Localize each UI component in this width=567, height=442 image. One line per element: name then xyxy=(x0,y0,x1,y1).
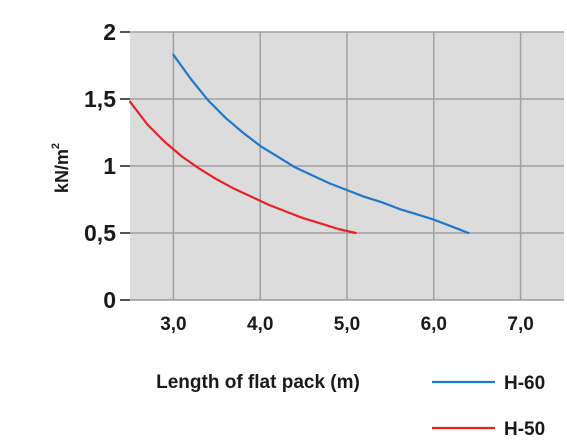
x-tick-label-4: 7,0 xyxy=(507,314,533,335)
axes xyxy=(120,31,564,301)
grid xyxy=(130,31,564,300)
series-line-h-60 xyxy=(172,53,470,235)
legend: H-60 H-50 xyxy=(432,373,545,440)
legend-label-h-50: H-50 xyxy=(504,419,545,440)
y-axis-title-text: kN/m xyxy=(52,149,72,193)
x-tick-label-3: 6,0 xyxy=(421,314,447,335)
x-tick-label-0: 3,0 xyxy=(160,314,186,335)
y-tick-label-0: 0 xyxy=(103,287,116,313)
y-tick-label-4: 2 xyxy=(103,19,116,45)
legend-label-h-60: H-60 xyxy=(504,373,545,394)
y-axis-title-superscript: 2 xyxy=(50,143,62,149)
series-line-h-50 xyxy=(128,100,357,235)
y-tick-label-2: 1 xyxy=(103,153,116,179)
tick-labels: 3,0 4,0 5,0 6,0 7,0 0 0,5 1 1,5 2 xyxy=(84,19,534,335)
y-axis-title-group: kN/m2 xyxy=(50,143,72,193)
y-axis-title: kN/m2 xyxy=(50,143,72,193)
y-tick-label-1: 0,5 xyxy=(84,220,116,246)
x-tick-label-2: 5,0 xyxy=(334,314,360,335)
x-tick-label-1: 4,0 xyxy=(247,314,273,335)
y-tick-label-3: 1,5 xyxy=(84,86,116,112)
series-layer xyxy=(128,53,470,235)
x-axis-title: Length of flat pack (m) xyxy=(156,372,360,393)
